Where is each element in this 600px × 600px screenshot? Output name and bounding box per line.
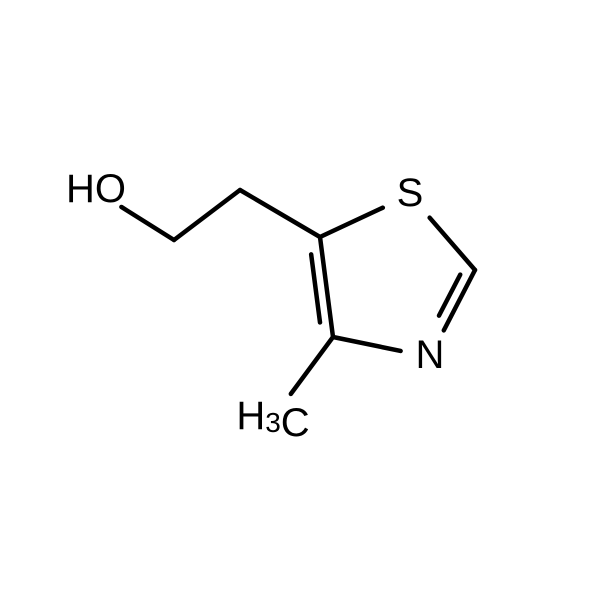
CH3-label: H3C [236, 394, 309, 445]
S-label: S [397, 171, 424, 215]
N-label: N [416, 333, 445, 377]
O-label: HO [66, 167, 126, 211]
